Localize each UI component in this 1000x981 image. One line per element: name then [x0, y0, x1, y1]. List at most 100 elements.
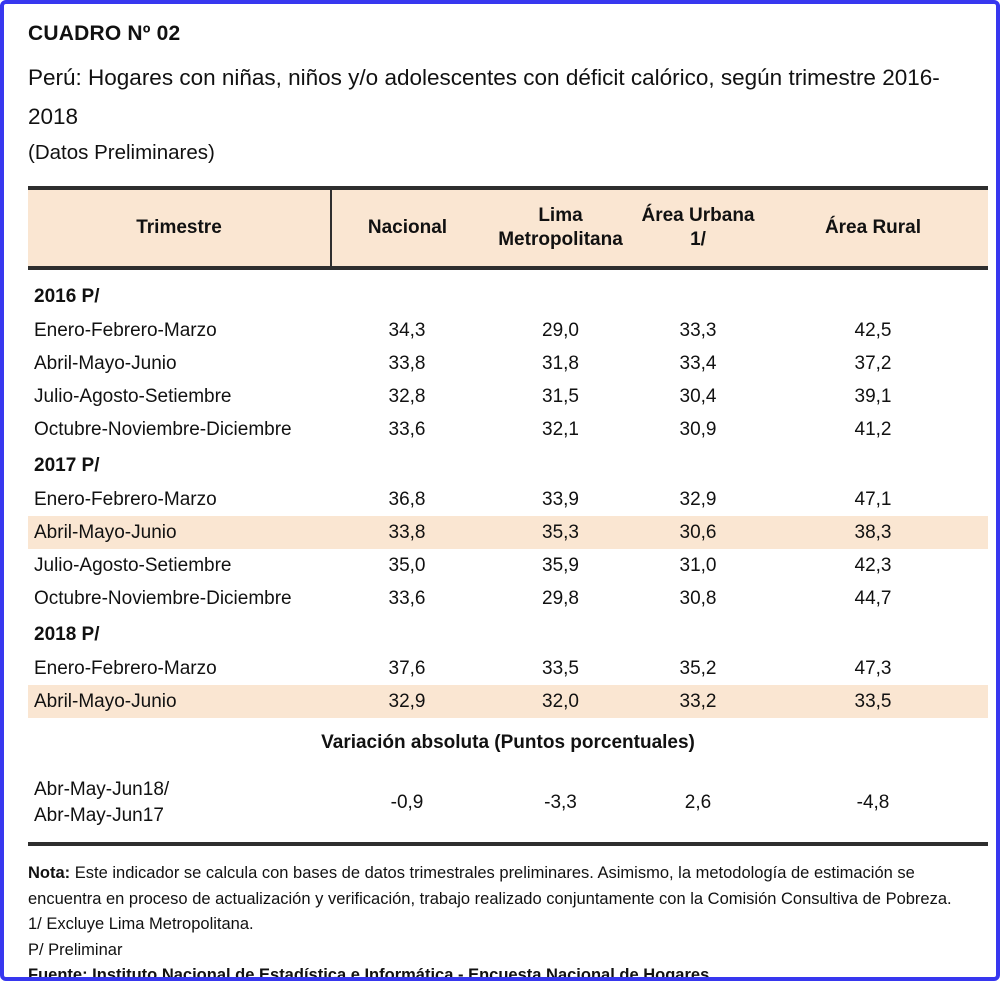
- variation-row: Abr-May-Jun18/ Abr-May-Jun17 -0,9 -3,3 2…: [28, 764, 988, 846]
- value-lima: 31,8: [542, 352, 579, 374]
- value-urbana: 30,6: [638, 516, 758, 549]
- year-label: 2017 P/: [34, 455, 100, 476]
- value-lima: 32,0: [483, 685, 638, 718]
- variation-urbana: 2,6: [638, 764, 758, 846]
- value-nacional: 36,8: [388, 488, 426, 510]
- row-label: Octubre-Noviembre-Diciembre: [34, 587, 292, 609]
- value-nacional: 37,6: [388, 657, 426, 679]
- footnotes-block: Nota: Este indicador se calcula con base…: [28, 861, 978, 981]
- nota-label: Nota:: [28, 864, 71, 882]
- value-urbana: 35,2: [679, 657, 717, 679]
- value-urbana: 30,9: [679, 418, 717, 440]
- year-row-2018: 2018 P/: [28, 615, 988, 652]
- table-header: Trimestre Nacional Lima Metropolitana Ár…: [28, 186, 988, 270]
- variation-lima: -3,3: [483, 764, 638, 846]
- value-rural: 44,7: [854, 587, 892, 609]
- preliminary-data-note: (Datos Preliminares): [28, 141, 215, 164]
- value-lima: 35,9: [542, 554, 579, 576]
- year-label: 2018 P/: [34, 624, 100, 645]
- value-lima: 33,9: [542, 488, 579, 510]
- footnote-preliminar: P/ Preliminar: [28, 940, 123, 959]
- value-urbana: 30,4: [679, 385, 717, 407]
- variation-label-line2: Abr-May-Jun17: [34, 805, 164, 826]
- variation-heading-row: Variación absoluta (Puntos porcentuales): [28, 718, 988, 764]
- col-header-trimestre: Trimestre: [28, 186, 332, 270]
- table-row: Enero-Febrero-Marzo 36,8 33,9 32,9 47,1: [28, 483, 988, 516]
- value-nacional: 32,9: [331, 685, 483, 718]
- value-rural: 41,2: [854, 418, 892, 440]
- col-header-nacional: Nacional: [331, 186, 483, 270]
- value-lima: 32,1: [542, 418, 579, 440]
- value-lima: 29,8: [542, 587, 579, 609]
- value-rural: 39,1: [854, 385, 892, 407]
- nota-text: Este indicador se calcula con bases de d…: [28, 864, 952, 908]
- value-rural: 47,1: [854, 488, 892, 510]
- variation-row-label: Abr-May-Jun18/ Abr-May-Jun17: [28, 764, 331, 846]
- row-label: Julio-Agosto-Setiembre: [34, 385, 232, 407]
- title-block: CUADRO Nº 02 Perú: Hogares con niñas, ni…: [28, 22, 978, 165]
- table-row: Octubre-Noviembre-Diciembre 33,6 32,1 30…: [28, 413, 988, 446]
- value-nacional: 35,0: [388, 554, 426, 576]
- row-label: Enero-Febrero-Marzo: [34, 319, 217, 341]
- col-header-lima-line2: Metropolitana: [498, 229, 623, 250]
- cuadro-number-title: CUADRO Nº 02: [28, 22, 181, 45]
- value-urbana: 33,3: [679, 319, 717, 341]
- value-rural: 33,5: [758, 685, 988, 718]
- value-nacional: 34,3: [388, 319, 426, 341]
- value-urbana: 33,2: [638, 685, 758, 718]
- table-row: Octubre-Noviembre-Diciembre 33,6 29,8 30…: [28, 582, 988, 615]
- row-label: Enero-Febrero-Marzo: [34, 488, 217, 510]
- value-lima: 29,0: [542, 319, 579, 341]
- value-lima: 31,5: [542, 385, 579, 407]
- col-header-area-rural: Área Rural: [758, 186, 988, 270]
- footnote-1: 1/ Excluye Lima Metropolitana.: [28, 915, 254, 933]
- col-header-lima-metropolitana: Lima Metropolitana: [483, 186, 638, 270]
- header-row: Trimestre Nacional Lima Metropolitana Ár…: [28, 186, 988, 270]
- caloric-deficit-table: Trimestre Nacional Lima Metropolitana Ár…: [28, 186, 988, 846]
- value-urbana: 31,0: [679, 554, 717, 576]
- table-row: Julio-Agosto-Setiembre 32,8 31,5 30,4 39…: [28, 380, 988, 413]
- row-label: Julio-Agosto-Setiembre: [34, 554, 232, 576]
- value-urbana: 33,4: [679, 352, 717, 374]
- table-row: Julio-Agosto-Setiembre 35,0 35,9 31,0 42…: [28, 549, 988, 582]
- table-row: Enero-Febrero-Marzo 34,3 29,0 33,3 42,5: [28, 314, 988, 347]
- value-rural: 37,2: [854, 352, 892, 374]
- col-header-urbana-line2: 1/: [690, 229, 706, 250]
- year-row-2017: 2017 P/: [28, 446, 988, 483]
- row-label: Octubre-Noviembre-Diciembre: [34, 418, 292, 440]
- table-row: Abril-Mayo-Junio 33,8 31,8 33,4 37,2: [28, 347, 988, 380]
- value-rural: 42,3: [854, 554, 892, 576]
- value-nacional: 33,8: [388, 352, 426, 374]
- row-label: Abril-Mayo-Junio: [28, 685, 331, 718]
- table-row-highlighted: Abril-Mayo-Junio 32,9 32,0 33,2 33,5: [28, 685, 988, 718]
- year-label: 2016 P/: [34, 286, 100, 307]
- value-nacional: 33,6: [388, 587, 426, 609]
- variation-nacional: -0,9: [331, 764, 483, 846]
- row-label: Abril-Mayo-Junio: [28, 516, 331, 549]
- row-label: Enero-Febrero-Marzo: [34, 657, 217, 679]
- table-main-title: Perú: Hogares con niñas, niños y/o adole…: [28, 65, 940, 129]
- table-row-highlighted: Abril-Mayo-Junio 33,8 35,3 30,6 38,3: [28, 516, 988, 549]
- variation-heading: Variación absoluta (Puntos porcentuales): [321, 732, 695, 753]
- value-nacional: 32,8: [388, 385, 426, 407]
- row-label: Abril-Mayo-Junio: [34, 352, 177, 374]
- col-header-urbana-line1: Área Urbana: [641, 205, 755, 226]
- col-header-lima-line1: Lima: [538, 205, 583, 226]
- value-rural: 47,3: [854, 657, 892, 679]
- value-nacional: 33,8: [331, 516, 483, 549]
- table-row: Enero-Febrero-Marzo 37,6 33,5 35,2 47,3: [28, 652, 988, 685]
- value-lima: 33,5: [542, 657, 579, 679]
- value-urbana: 32,9: [679, 488, 717, 510]
- col-header-area-urbana: Área Urbana 1/: [638, 186, 758, 270]
- year-row-2016: 2016 P/: [28, 268, 988, 314]
- value-nacional: 33,6: [388, 418, 426, 440]
- variation-label-line1: Abr-May-Jun18/: [34, 779, 170, 800]
- value-rural: 38,3: [758, 516, 988, 549]
- nota-paragraph: Nota: Este indicador se calcula con base…: [28, 861, 978, 912]
- value-urbana: 30,8: [679, 587, 717, 609]
- table-body: 2016 P/ Enero-Febrero-Marzo 34,3 29,0 33…: [28, 268, 988, 846]
- value-rural: 42,5: [854, 319, 892, 341]
- source-line: Fuente: Instituto Nacional de Estadístic…: [28, 966, 714, 981]
- value-lima: 35,3: [483, 516, 638, 549]
